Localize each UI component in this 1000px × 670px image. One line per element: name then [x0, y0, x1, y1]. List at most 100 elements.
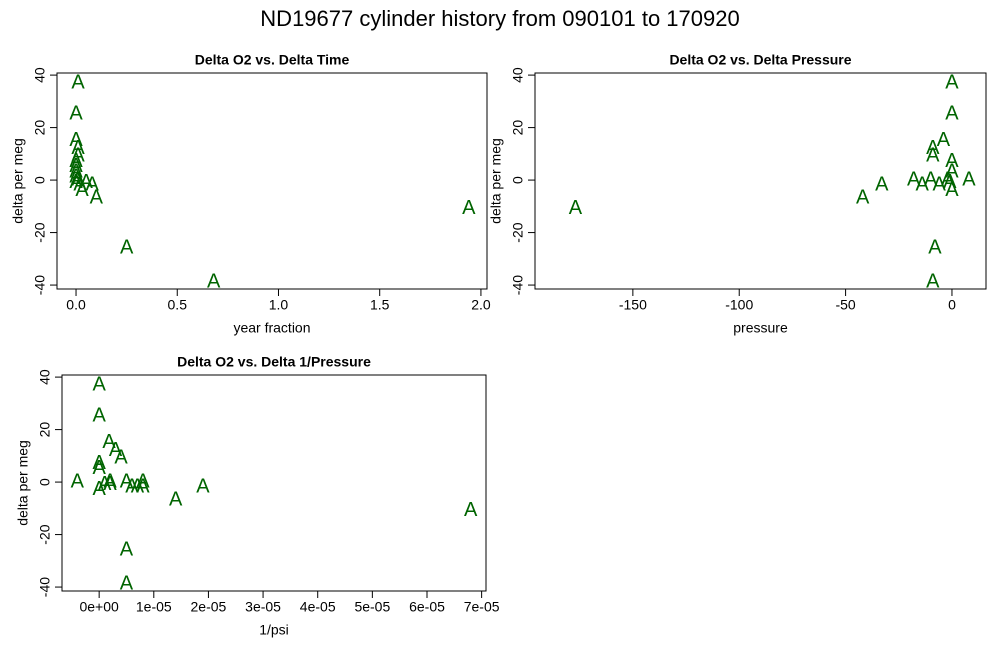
point: A [120, 539, 134, 561]
point: A [937, 129, 951, 151]
point: A [69, 103, 83, 125]
x-axis-label: pressure [733, 320, 788, 336]
y-tick-label: -40 [510, 275, 526, 295]
point: A [875, 174, 889, 196]
point: A [136, 470, 150, 492]
x-tick-label: -150 [619, 297, 647, 313]
point: A [73, 174, 87, 196]
plot-frame [56, 72, 488, 290]
point: A [916, 174, 930, 196]
x-axis-label: year fraction [233, 320, 310, 336]
y-tick-label: -40 [32, 275, 48, 295]
point: A [120, 237, 134, 259]
point: A [71, 137, 85, 159]
point: A [98, 473, 112, 495]
point: A [926, 137, 940, 159]
x-tick-label: 1e-05 [136, 599, 172, 615]
point: A [926, 145, 940, 167]
y-tick-label: 20 [510, 120, 526, 136]
point: A [109, 439, 123, 461]
point: A [92, 373, 106, 395]
point: A [69, 155, 83, 177]
point: A [69, 160, 83, 182]
point: A [69, 171, 83, 193]
x-tick-label: 5e-05 [354, 599, 390, 615]
point: A [856, 187, 870, 209]
point: A [103, 473, 117, 495]
point: A [69, 166, 83, 188]
point: A [79, 171, 93, 193]
y-tick-label: 20 [32, 120, 48, 136]
y-tick-label: 0 [510, 176, 526, 184]
point: A [69, 150, 83, 172]
x-tick-label: -50 [835, 297, 855, 313]
y-tick-label: -20 [32, 222, 48, 242]
point: A [945, 150, 959, 172]
point: A [71, 168, 85, 190]
y-tick-label: -40 [37, 577, 53, 597]
y-tick-label: -20 [37, 524, 53, 544]
point: A [131, 476, 145, 498]
y-tick-label: 20 [37, 422, 53, 438]
point: A [71, 71, 85, 93]
point: A [120, 573, 134, 595]
point: A [92, 452, 106, 474]
point: A [941, 168, 955, 190]
point: A [928, 237, 942, 259]
point: A [71, 145, 85, 167]
panel-title: Delta O2 vs. Delta 1/Pressure [177, 354, 371, 370]
x-tick-label: 2.0 [471, 297, 491, 313]
point: A [90, 187, 104, 209]
x-tick-label: 3e-05 [245, 599, 281, 615]
point: A [103, 470, 117, 492]
point: A [569, 197, 583, 219]
point: A [207, 271, 221, 293]
plot-frame [534, 72, 987, 290]
x-tick-label: 0 [948, 297, 956, 313]
point: A [945, 103, 959, 125]
plot-frame [61, 374, 487, 592]
x-axis-label: 1/psi [259, 622, 289, 638]
panel-title: Delta O2 vs. Delta Time [195, 52, 350, 68]
panel-title: Delta O2 vs. Delta Pressure [669, 52, 851, 68]
point: A [464, 499, 478, 521]
x-tick-label: 7e-05 [464, 599, 500, 615]
point: A [102, 431, 116, 453]
point: A [92, 478, 106, 500]
x-tick-label: 0.0 [66, 297, 86, 313]
point: A [120, 470, 134, 492]
y-tick-label: 40 [32, 67, 48, 83]
point: A [462, 197, 476, 219]
point: A [71, 470, 85, 492]
point: A [75, 179, 89, 201]
y-tick-label: -20 [510, 222, 526, 242]
point: A [92, 457, 106, 479]
x-tick-label: 6e-05 [409, 599, 445, 615]
point: A [196, 476, 210, 498]
y-axis-label: delta per meg [15, 440, 31, 526]
point: A [943, 171, 957, 193]
y-tick-label: 0 [37, 478, 53, 486]
y-tick-label: 40 [510, 67, 526, 83]
point: A [945, 179, 959, 201]
point: A [907, 168, 921, 190]
figure-title: ND19677 cylinder history from 090101 to … [260, 6, 739, 31]
y-tick-label: 0 [32, 176, 48, 184]
point: A [169, 489, 183, 511]
point: A [945, 160, 959, 182]
y-axis-label: delta per meg [10, 138, 26, 224]
point: A [962, 168, 976, 190]
point: A [933, 174, 947, 196]
x-tick-label: 1.5 [370, 297, 390, 313]
point: A [924, 168, 938, 190]
point: A [136, 476, 150, 498]
x-tick-label: 0e+00 [79, 599, 119, 615]
point: A [69, 129, 83, 151]
point: A [86, 174, 100, 196]
y-axis-label: delta per meg [488, 138, 504, 224]
point: A [92, 405, 106, 427]
x-tick-label: 1.0 [269, 297, 289, 313]
point: A [114, 447, 128, 469]
